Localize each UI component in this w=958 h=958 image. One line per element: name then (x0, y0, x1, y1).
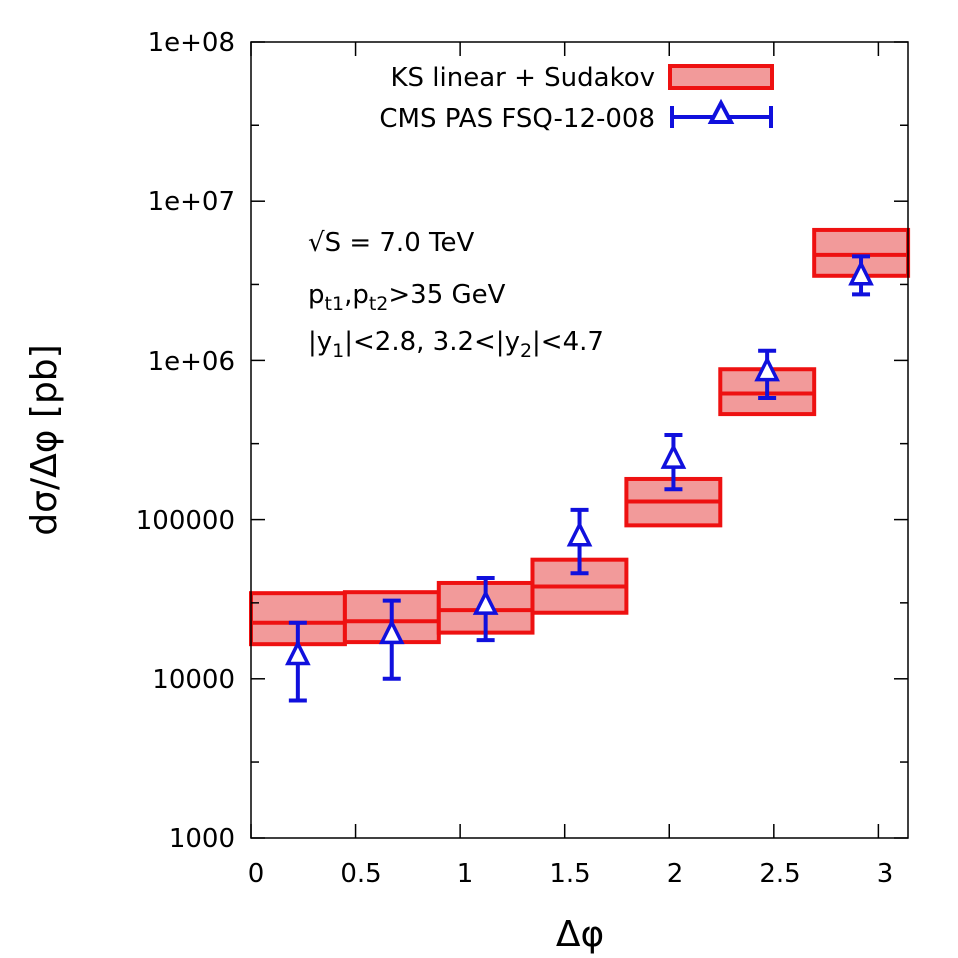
y-tick-label: 1e+07 (148, 187, 235, 217)
legend: KS linear + Sudakov CMS PAS FSQ-12-008 (379, 63, 774, 134)
x-tick-label: 3 (877, 859, 894, 889)
annotation-pt-cut: pt1,pt2>35 GeV (308, 280, 506, 315)
annotation-rapidity-cut: |y1|<2.8, 3.2<|y2|<4.7 (308, 327, 604, 362)
annotations: √S = 7.0 TeV pt1,pt2>35 GeV |y1|<2.8, 3.… (308, 228, 604, 362)
x-tick-label: 1 (457, 859, 474, 889)
y-tick-labels: 1000 10000 100000 1e+06 1e+07 1e+08 (136, 28, 235, 854)
annotation-energy: √S = 7.0 TeV (308, 228, 474, 258)
plot-frame (250, 41, 909, 839)
data-point (472, 575, 499, 643)
data-point (660, 432, 687, 492)
y-tick-label: 1e+06 (148, 347, 235, 377)
x-tick-label: 2.5 (759, 859, 800, 889)
legend-label-data: CMS PAS FSQ-12-008 (379, 104, 655, 134)
x-tick-label: 0 (248, 859, 265, 889)
data-marker-triangle (848, 259, 874, 286)
data-marker-triangle (378, 618, 405, 645)
y-tick-label: 1000 (169, 824, 235, 854)
x-axis-title: Δφ (556, 914, 604, 955)
legend-swatch-data (670, 98, 773, 128)
tick-marks (250, 41, 908, 839)
data-marker-triangle (660, 443, 687, 469)
data-point (566, 507, 593, 576)
x-tick-label: 1.5 (549, 859, 590, 889)
data-point (285, 620, 311, 703)
data-marker-triangle (566, 520, 593, 547)
x-tick-label: 2 (667, 859, 684, 889)
y-tick-label: 100000 (136, 506, 235, 536)
y-axis-title: dσ/Δφ [pb] (24, 344, 65, 535)
data-point (848, 254, 874, 297)
x-tick-labels: 0 0.5 1 1.5 2 2.5 3 (248, 859, 894, 889)
data-marker-triangle (754, 355, 780, 382)
y-tick-label: 10000 (152, 665, 235, 695)
data-point (378, 598, 405, 681)
data-point (754, 348, 780, 401)
x-tick-label: 0.5 (340, 859, 381, 889)
data-points-layer (285, 254, 874, 703)
y-tick-label: 1e+08 (148, 28, 235, 58)
legend-label-theory: KS linear + Sudakov (390, 63, 655, 93)
data-marker-triangle (472, 589, 499, 615)
legend-swatch-theory (668, 64, 774, 90)
data-marker-triangle (285, 639, 311, 666)
